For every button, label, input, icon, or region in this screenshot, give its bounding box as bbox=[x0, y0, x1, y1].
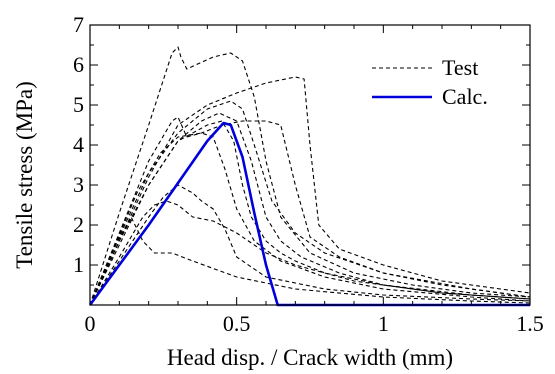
series-test-line-7 bbox=[89, 132, 531, 306]
y-tick-label: 4 bbox=[73, 132, 84, 157]
legend: Test Calc. bbox=[372, 55, 488, 109]
y-tick-label: 2 bbox=[73, 212, 84, 237]
series-calc-line bbox=[88, 121, 530, 307]
series-test-line-9 bbox=[89, 200, 531, 306]
y-tick-label: 6 bbox=[73, 52, 84, 77]
x-tick-label: 0.5 bbox=[223, 311, 251, 336]
series-test-line-1 bbox=[89, 46, 531, 306]
ticks-layer: 0 0.5 1 1.5 1 2 3 4 5 6 7 bbox=[73, 12, 544, 336]
legend-test-label: Test bbox=[442, 55, 478, 80]
series-test-line-8 bbox=[89, 184, 531, 306]
y-tick-label: 5 bbox=[73, 92, 84, 117]
series-test-line-3 bbox=[89, 116, 531, 306]
y-tick-label: 1 bbox=[73, 252, 84, 277]
y-tick-label: 7 bbox=[73, 12, 84, 37]
y-axis-title: Tensile stress (MPa) bbox=[12, 81, 37, 268]
series-test-line-4 bbox=[89, 100, 531, 306]
legend-calc-label: Calc. bbox=[442, 84, 488, 109]
series-test-line-10 bbox=[89, 216, 531, 306]
x-axis-title: Head disp. / Crack width (mm) bbox=[167, 345, 453, 370]
x-tick-label: 0 bbox=[85, 311, 96, 336]
x-tick-label: 1.5 bbox=[516, 311, 544, 336]
y-tick-label: 3 bbox=[73, 172, 84, 197]
x-tick-label: 1 bbox=[378, 311, 389, 336]
series-test-line-2 bbox=[89, 76, 531, 306]
